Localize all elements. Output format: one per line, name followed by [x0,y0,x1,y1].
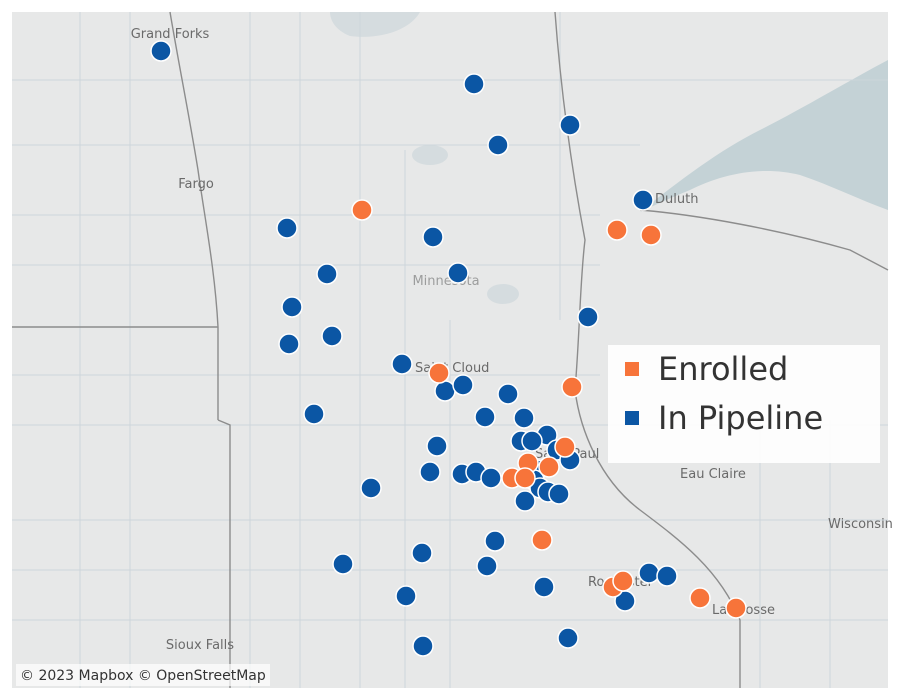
pipeline-site [480,467,502,489]
pipeline-site [391,353,413,375]
attribution-box [16,664,270,686]
place-label: Duluth [655,192,698,207]
legend-label: In Pipeline [658,399,823,437]
pipeline-site [557,627,579,649]
place-label: Saint Cloud [415,361,489,376]
pipeline-site [559,114,581,136]
place-label: Fargo [178,177,214,192]
legend-label: Enrolled [658,350,788,388]
pipeline-site [360,477,382,499]
lake [640,60,888,212]
enrolled-site [561,376,583,398]
pipeline-site [316,263,338,285]
enrolled-site [538,456,560,478]
place-label: Wisconsin [828,517,893,532]
sites [150,40,747,657]
pipeline-site [487,134,509,156]
pipeline-site [411,542,433,564]
pipeline-site [476,555,498,577]
lake [487,284,519,304]
place-label: Sioux Falls [166,638,234,653]
pipeline-site [632,189,654,211]
place-label: Minnesota [412,274,479,289]
enrolled-site [351,199,373,221]
enrolled-site [725,597,747,619]
pipeline-site [321,325,343,347]
pipeline-site [150,40,172,62]
attribution: © 2023 Mapbox © OpenStreetMap [20,668,266,684]
enrolled-site [606,219,628,241]
pipeline-site [514,490,536,512]
place-label: Grand Forks [131,27,210,42]
pipeline-site [577,306,599,328]
pipeline-site [412,635,434,657]
pipeline-site [276,217,298,239]
pipeline-site [303,403,325,425]
legend-box [608,345,880,463]
pipeline-site [533,576,555,598]
lake [412,145,448,165]
pipeline-site [447,262,469,284]
pipeline-site [422,226,444,248]
enrolled-site [612,570,634,592]
pipeline-site [638,562,660,584]
county-lines [12,12,888,688]
pipeline-site [426,435,448,457]
legend-swatch [625,362,639,376]
pipeline-site [474,406,496,428]
enrolled-site [689,587,711,609]
pipeline-site [513,407,535,429]
enrolled-site [428,362,450,384]
lake [330,12,420,37]
pipeline-site [656,565,678,587]
pipeline-site [434,380,456,402]
pipeline-site [452,374,474,396]
pipeline-site [281,296,303,318]
state-borders [12,11,889,688]
legend-swatch [625,411,639,425]
pipeline-site [395,585,417,607]
pipeline-site [419,461,441,483]
pipeline-site [332,553,354,575]
enrolled-site [554,436,576,458]
enrolled-site [640,224,662,246]
pipeline-site [278,333,300,355]
pipeline-site [463,73,485,95]
enrolled-site [514,467,536,489]
pipeline-site [497,383,519,405]
pipeline-site [521,430,543,452]
place-label: Eau Claire [680,467,746,482]
pipeline-site [484,530,506,552]
enrolled-site [531,529,553,551]
pipeline-site [548,483,570,505]
